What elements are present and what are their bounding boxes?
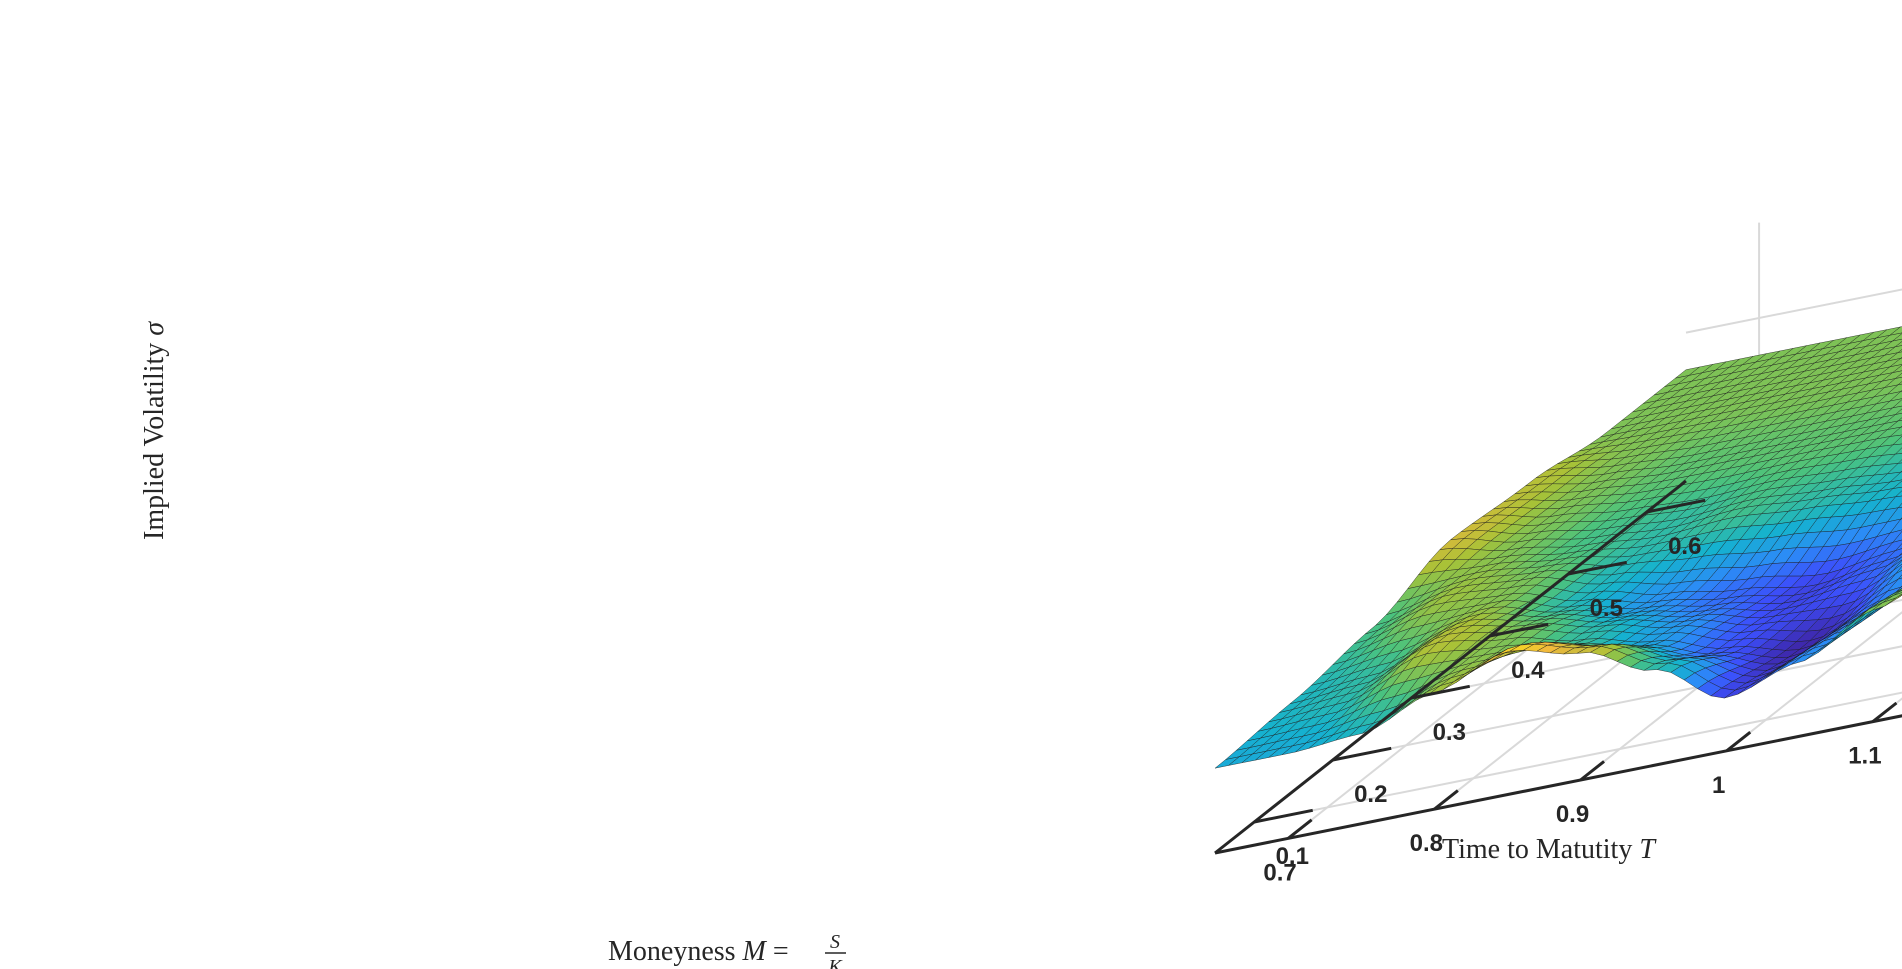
y-tick-label: 0.6 (1668, 533, 1701, 560)
x-tick (1579, 760, 1605, 782)
y-axis-line (1214, 479, 1687, 855)
y-tick (1646, 498, 1706, 514)
y-tick-label: 0.1 (1276, 843, 1309, 870)
x-tick-label: 1.1 (1848, 743, 1881, 770)
y-tick (1410, 684, 1471, 700)
y-tick (1567, 560, 1628, 576)
y-tick (1332, 746, 1392, 762)
x-tick-label: 0.7 (1263, 859, 1296, 886)
axes-layer (1214, 479, 1902, 855)
x-axis-line (1214, 714, 1902, 855)
y-tick (1489, 622, 1549, 638)
labels-layer: 1.21.110.90.80.70.10.20.30.40.50.60.20.3… (1263, 533, 1881, 886)
x-axis-title-numerator: S (830, 931, 840, 953)
y-axis-title: Time to Matutity T (1442, 834, 1657, 865)
svg-text:Moneyness M =: Moneyness M = (608, 936, 789, 967)
grid-floor-maturity-0 (1254, 691, 1902, 823)
x-tick (1287, 818, 1313, 840)
y-tick (1253, 808, 1314, 824)
x-tick (1725, 731, 1752, 752)
x-tick-label: 1 (1712, 772, 1725, 799)
y-tick-label: 0.5 (1590, 595, 1623, 622)
x-tick-label: 0.8 (1410, 830, 1443, 857)
x-tick (1433, 789, 1459, 811)
y-tick-label: 0.4 (1511, 657, 1545, 684)
grid-floor-moneyness-2 (1726, 611, 1902, 752)
y-tick-label: 0.2 (1354, 781, 1387, 808)
z-axis-title: Implied Volatility σ (139, 321, 170, 540)
surface-layer (1214, 326, 1902, 769)
surface-patch (1894, 490, 1902, 498)
y-tick-label: 0.3 (1433, 719, 1466, 746)
x-tick-label: 0.9 (1556, 801, 1589, 828)
x-axis-title: Moneyness M = S K (608, 931, 846, 969)
x-tick (1871, 701, 1898, 723)
surface-patch (1214, 756, 1240, 769)
x-axis-title-denominator: K (827, 956, 843, 969)
